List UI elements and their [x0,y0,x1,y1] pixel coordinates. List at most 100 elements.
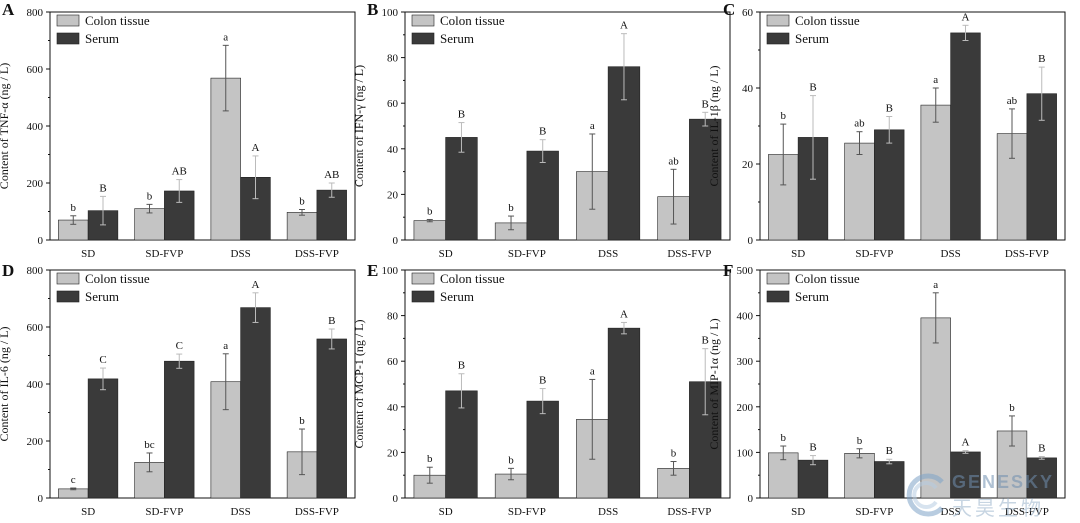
panel-d-legend-swatch-colon [56,272,80,285]
panel-d-bar-serum [316,338,347,499]
panel-f-sig-label-colon: b [781,432,787,444]
panel-b-sig-label-colon: b [508,202,514,214]
panel-b-legend-label-serum: Serum [440,31,474,46]
panel-a-letter: A [2,0,15,19]
panel-a-sig-label-colon: b [147,190,153,202]
panel-a-ytick-label: 0 [38,235,44,247]
panel-e-ytick-label: 80 [387,311,399,323]
panel-d-sig-label-colon: b [299,415,305,427]
panel-d-legend-label-colon: Colon tissue [85,271,150,286]
panel-a-xtick-label: DSS [231,248,251,260]
panel-b-bar-colon [413,220,446,241]
panel-a-legend-label-colon: Colon tissue [85,13,150,28]
panel-c-sig-label-serum: B [809,82,816,94]
panel-e-xtick-label: DSS-FVP [667,506,711,518]
panel-f-ytick-label: 300 [737,356,754,368]
panel-d-ytick-label: 200 [27,436,44,448]
panel-e-sig-label-serum: B [458,360,465,372]
panel-b-ylabel: Content of IFN-γ (ng / L) [352,65,366,187]
panel-a-ytick-label: 800 [27,7,44,19]
panel-e-sig-label-serum: B [702,335,709,347]
panel-e-ytick-label: 100 [382,265,399,277]
panel-c-sig-label-serum: B [886,103,893,115]
panel-b-bar-serum [526,150,559,241]
panel-e-xtick-label: DSS [598,506,618,518]
panel-b-sig-label-colon: ab [668,155,679,167]
panel-f-sig-label-serum: B [886,445,893,457]
panel-c-legend-swatch-serum [766,32,790,45]
panel-b-legend-swatch-serum [411,32,435,45]
panel-c-sig-label-colon: a [933,74,938,86]
panel-d-sig-label-serum: B [328,315,335,327]
panel-e-legend-label-colon: Colon tissue [440,271,505,286]
panel-f-sig-label-serum: B [1038,443,1045,455]
panel-e-legend-label-serum: Serum [440,289,474,304]
panel-f-bar-colon [844,453,875,499]
panel-e-sig-label-serum: B [539,375,546,387]
panel-d-ytick-label: 400 [27,379,44,391]
panel-b-xtick-label: SD-FVP [508,248,546,260]
panel-f-ytick-label: 200 [737,402,754,414]
panel-a-ytick-label: 400 [27,121,44,133]
panel-f-ytick-label: 500 [737,265,754,277]
panel-f-xtick-label: DSS [941,506,961,518]
panel-b-ytick-label: 80 [387,53,399,65]
panel-c-letter: C [723,0,735,19]
panel-d-legend-label-serum: Serum [85,289,119,304]
panel-b-letter: B [367,0,378,19]
panel-a-axes-frame [49,11,356,241]
panel-b-sig-label-colon: b [427,205,433,217]
panel-c-xtick-label: DSS-FVP [1005,248,1049,260]
panel-b-bar-serum [445,137,478,241]
panel-f-bar-serum [950,451,981,499]
panel-e-sig-label-serum: A [620,308,628,320]
panel-f-legend-swatch-colon [766,272,790,285]
panel-d-ytick-label: 0 [38,493,44,505]
panel-c-sig-label-colon: ab [854,118,865,130]
panel-e-bar-serum [445,390,478,499]
panel-b-xtick-label: SD [439,248,453,260]
panel-f-legend-swatch-serum [766,290,790,303]
panel-f-bar-serum [797,459,829,499]
panel-c-ytick-label: 40 [742,83,754,95]
panel-f-bar-serum [874,461,905,499]
panel-f-ytick-label: 0 [748,493,754,505]
panel-f-bar-serum [1026,457,1057,499]
panel-a-ytick-label: 600 [27,64,44,76]
panel-b-ytick-label: 100 [382,7,399,19]
panel-d-xtick-label: DSS-FVP [295,506,339,518]
panel-e-ytick-label: 20 [387,447,399,459]
panel-f-ylabel: Content of MIP-1α (ng / L) [707,318,721,449]
panel-a-xtick-label: DSS-FVP [295,248,339,260]
panel-f-sig-label-colon: a [933,279,938,291]
panel-d-sig-label-serum: C [176,340,183,352]
panel-d-xtick-label: SD-FVP [145,506,183,518]
panel-c-xtick-label: SD [791,248,805,260]
panel-c-bar-colon [920,104,951,241]
panel-c-sig-label-colon: b [781,110,787,122]
panel-f-xtick-label: DSS-FVP [1005,506,1049,518]
panel-c-bar-serum [874,129,905,241]
panel-d-sig-label-colon: a [223,340,228,352]
panel-c-sig-label-serum: A [962,11,970,23]
panel-d-bar-colon [58,488,89,499]
panel-f-bar-colon [768,452,799,499]
panel-d-bar-serum [164,360,195,499]
panel-f-sig-label-colon: b [1009,402,1015,414]
panel-f-ytick-label: 400 [737,311,754,323]
panel-f-sig-label-serum: A [962,437,970,449]
panel-d-xtick-label: SD [81,506,95,518]
panel-d-ytick-label: 600 [27,322,44,334]
panel-d-ylabel: Content of IL-6 (ng / L) [0,327,11,442]
panel-c-legend-label-serum: Serum [795,31,829,46]
panel-d-sig-label-serum: A [252,279,260,291]
panel-a-legend-swatch-colon [56,14,80,27]
panel-c-xtick-label: SD-FVP [855,248,893,260]
panel-a-sig-label-colon: a [223,31,228,43]
panel-d-sig-label-colon: bc [144,439,155,451]
panel-a-sig-label-colon: b [71,202,77,214]
panel-f-bar-colon [920,317,951,499]
panel-b-ytick-label: 60 [387,98,399,110]
panel-e-legend-swatch-colon [411,272,435,285]
panel-a-sig-label-serum: AB [172,166,187,178]
